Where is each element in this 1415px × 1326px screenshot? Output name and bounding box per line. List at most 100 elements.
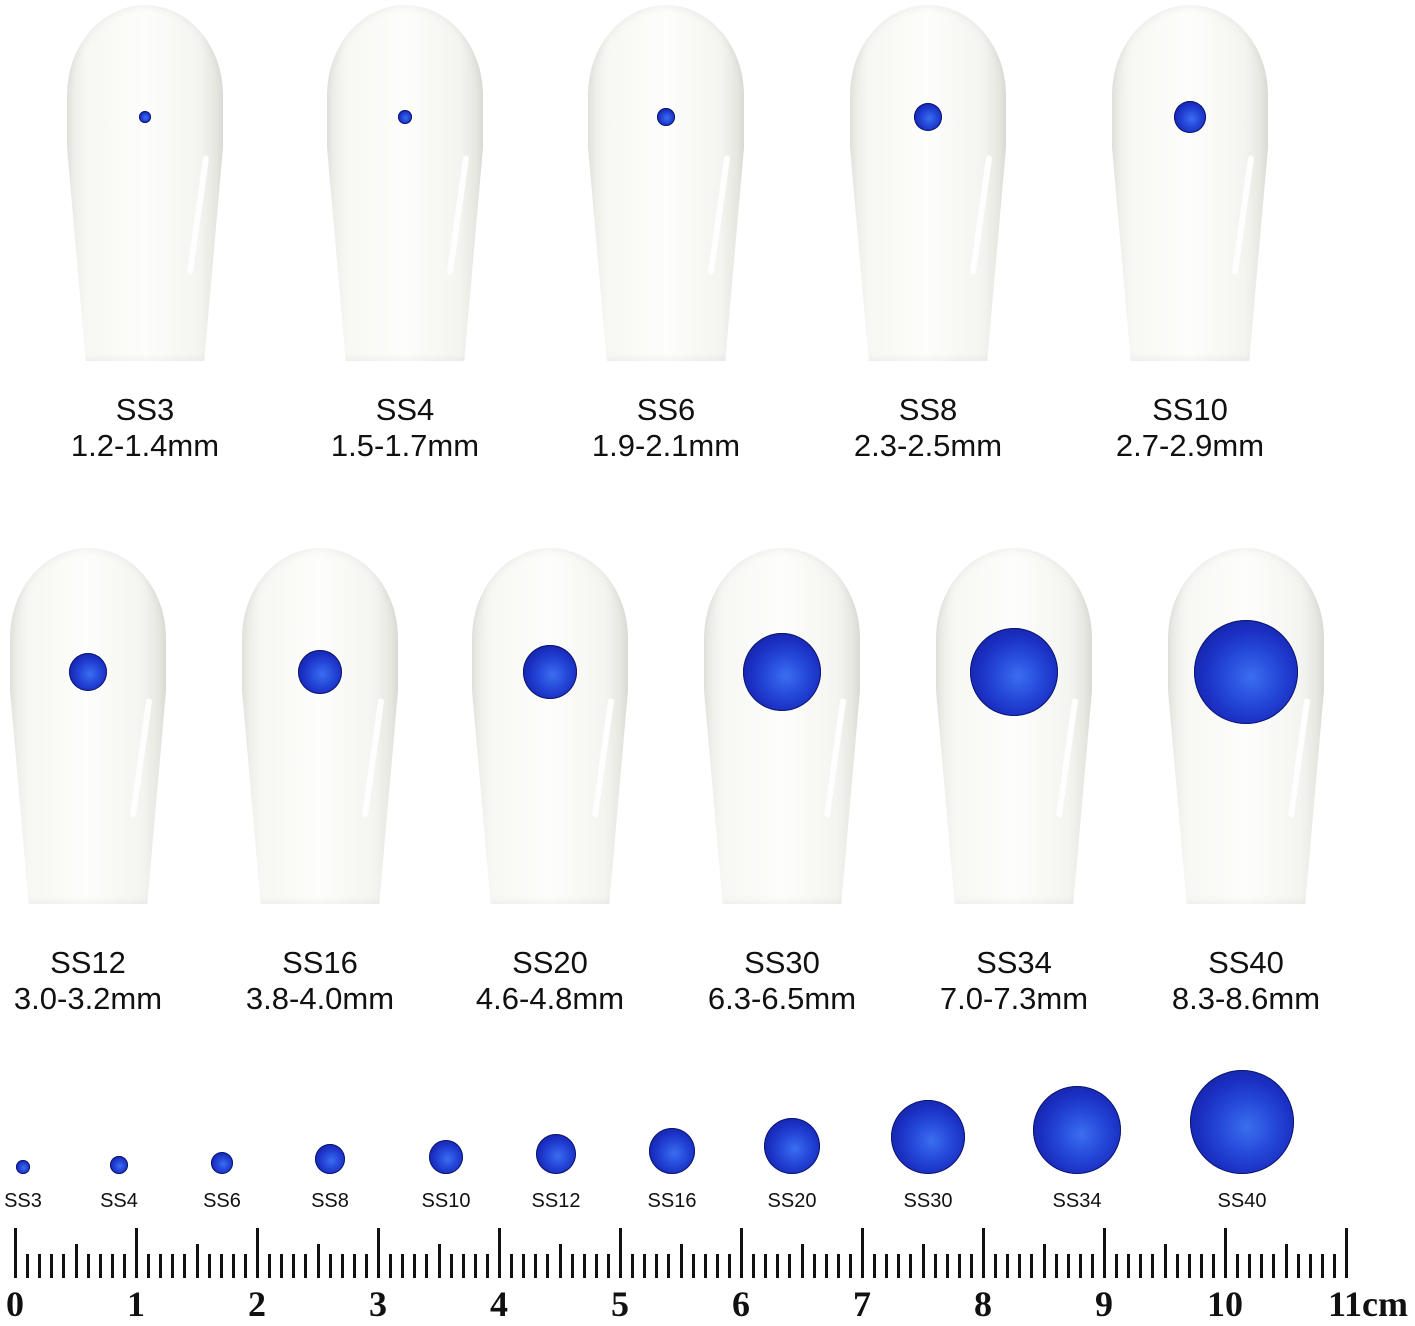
ruler-tick bbox=[740, 1228, 743, 1278]
size-name: SS20 bbox=[512, 945, 588, 980]
size-label: SS16 3.8-4.0mm bbox=[246, 945, 394, 1017]
nail bbox=[588, 5, 744, 361]
ruler-label: 11cm bbox=[1328, 1284, 1408, 1324]
sample-label: SS4 bbox=[100, 1190, 138, 1212]
rhinestone bbox=[139, 111, 151, 123]
ruler-tick bbox=[98, 1254, 102, 1278]
ruler-tick bbox=[800, 1244, 804, 1278]
size-range: 2.3-2.5mm bbox=[853, 428, 1003, 463]
rhinestone bbox=[1174, 101, 1206, 133]
ruler-tick bbox=[873, 1254, 877, 1278]
nail bbox=[1168, 548, 1324, 904]
ruler-label: 10 bbox=[1207, 1284, 1243, 1324]
nail bbox=[850, 5, 1006, 361]
ruler-tick bbox=[292, 1254, 296, 1278]
rhinestone-sample bbox=[110, 1156, 128, 1174]
ruler-tick bbox=[570, 1254, 574, 1278]
ruler-tick bbox=[546, 1254, 550, 1278]
ruler-tick bbox=[655, 1254, 659, 1278]
ruler-label: 3 bbox=[369, 1284, 387, 1324]
size-range: 6.3-6.5mm bbox=[707, 981, 857, 1016]
size-label: SS20 4.6-4.8mm bbox=[476, 945, 624, 1017]
ruler-tick bbox=[1199, 1254, 1203, 1278]
size-range: 1.9-2.1mm bbox=[591, 428, 741, 463]
ruler-tick bbox=[631, 1254, 635, 1278]
sample-label: SS12 bbox=[531, 1190, 581, 1212]
size-name: SS34 bbox=[976, 945, 1052, 980]
rhinestone-sample bbox=[429, 1140, 463, 1174]
rhinestone-sample bbox=[536, 1134, 576, 1174]
ruler-tick bbox=[352, 1254, 356, 1278]
ruler-tick bbox=[1236, 1254, 1240, 1278]
ruler-tick bbox=[1127, 1254, 1131, 1278]
rhinestone bbox=[914, 103, 942, 131]
ruler-tick bbox=[861, 1228, 864, 1278]
ruler-tick bbox=[485, 1254, 489, 1278]
rhinestone-sample bbox=[764, 1118, 820, 1174]
ruler-tick bbox=[703, 1254, 707, 1278]
ruler-tick bbox=[135, 1228, 138, 1278]
ruler-tick bbox=[340, 1254, 344, 1278]
ruler-tick bbox=[195, 1244, 199, 1278]
ruler-tick bbox=[328, 1254, 332, 1278]
ruler-label: 8 bbox=[974, 1284, 992, 1324]
ruler-tick bbox=[679, 1244, 683, 1278]
ruler-tick bbox=[982, 1228, 985, 1278]
ruler-tick bbox=[449, 1254, 453, 1278]
size-label: SS4 1.5-1.7mm bbox=[331, 392, 479, 464]
ruler-tick bbox=[945, 1254, 949, 1278]
ruler-tick bbox=[1018, 1254, 1022, 1278]
ruler-tick bbox=[643, 1254, 647, 1278]
ruler-tick bbox=[776, 1254, 780, 1278]
ruler-label: 5 bbox=[611, 1284, 629, 1324]
ruler-tick bbox=[764, 1254, 768, 1278]
nail bbox=[327, 5, 483, 361]
ruler-tick bbox=[1345, 1228, 1348, 1278]
size-name: SS4 bbox=[375, 392, 435, 427]
ruler-tick bbox=[510, 1254, 514, 1278]
ruler-tick bbox=[752, 1254, 756, 1278]
ruler-tick bbox=[147, 1254, 151, 1278]
ruler-tick bbox=[231, 1254, 235, 1278]
ruler-tick bbox=[1090, 1254, 1094, 1278]
ruler-tick bbox=[110, 1254, 114, 1278]
ruler-tick bbox=[38, 1254, 42, 1278]
size-name: SS40 bbox=[1208, 945, 1284, 980]
ruler-tick bbox=[534, 1254, 538, 1278]
ruler-tick bbox=[243, 1254, 247, 1278]
ruler-tick bbox=[498, 1228, 501, 1278]
ruler-tick bbox=[304, 1254, 308, 1278]
size-label: SS3 1.2-1.4mm bbox=[71, 392, 219, 464]
nail bbox=[704, 548, 860, 904]
ruler-tick bbox=[667, 1254, 671, 1278]
ruler-tick bbox=[1175, 1254, 1179, 1278]
ruler-tick bbox=[389, 1254, 393, 1278]
size-name: SS12 bbox=[50, 945, 126, 980]
rhinestone bbox=[657, 108, 675, 126]
sample-label: SS34 bbox=[1052, 1190, 1102, 1212]
rhinestone bbox=[523, 645, 577, 699]
ruler-tick bbox=[1224, 1228, 1227, 1278]
ruler-tick bbox=[1030, 1254, 1034, 1278]
ruler-tick bbox=[909, 1254, 913, 1278]
ruler-tick bbox=[691, 1254, 695, 1278]
rhinestone bbox=[743, 633, 821, 711]
nail bbox=[1112, 5, 1268, 361]
sample-label: SS8 bbox=[311, 1190, 349, 1212]
rhinestone-sample bbox=[211, 1152, 233, 1174]
ruler-tick bbox=[921, 1244, 925, 1278]
size-name: SS8 bbox=[898, 392, 958, 427]
ruler-tick bbox=[26, 1254, 30, 1278]
sample-label: SS20 bbox=[767, 1190, 817, 1212]
ruler-label: 1 bbox=[127, 1284, 145, 1324]
ruler-label: 7 bbox=[853, 1284, 871, 1324]
ruler-tick bbox=[848, 1254, 852, 1278]
ruler-tick bbox=[268, 1254, 272, 1278]
ruler-tick bbox=[969, 1254, 973, 1278]
ruler-tick bbox=[1320, 1254, 1324, 1278]
rhinestone-sample bbox=[891, 1100, 965, 1174]
ruler-tick bbox=[522, 1254, 526, 1278]
ruler-tick bbox=[558, 1244, 562, 1278]
size-range: 8.3-8.6mm bbox=[1171, 981, 1321, 1016]
ruler-tick bbox=[1308, 1254, 1312, 1278]
